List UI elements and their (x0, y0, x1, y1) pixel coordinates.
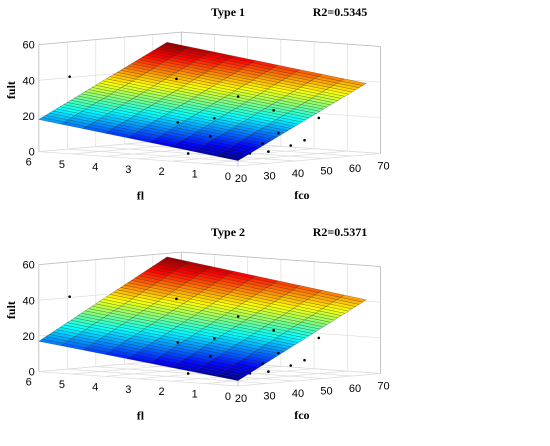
data-point (289, 364, 293, 367)
y-tick-label: 1 (192, 389, 198, 401)
data-point (303, 138, 306, 142)
z-tick-label: 0 (29, 367, 35, 379)
fitted-surface (38, 256, 367, 381)
z-axis-label: fult (4, 81, 18, 99)
data-point (175, 77, 178, 81)
data-point (248, 152, 252, 155)
r2-annotation: R2=0.5345 (313, 5, 368, 19)
r2-annotation: R2=0.5371 (313, 225, 368, 239)
y-tick-label: 3 (125, 384, 131, 396)
y-tick-label: 4 (92, 161, 98, 173)
panel-type-1: Type 1 R2=0.5345 20 30 40 50 60 7001234560204… (4, 5, 390, 203)
data-point (175, 297, 178, 301)
y-tick-label: 5 (59, 159, 65, 171)
z-tick-label: 40 (23, 75, 35, 87)
y-tick-label: 3 (125, 164, 131, 176)
x-axis-label: fco (294, 188, 309, 202)
y-axis-label: fl (137, 409, 145, 423)
data-point (186, 372, 190, 375)
chart-title: Type 1 (211, 5, 245, 19)
x-tick-label: 50 (320, 166, 332, 178)
data-point (236, 315, 240, 318)
surface-patch (340, 294, 367, 303)
fitted-surface (38, 42, 367, 161)
data-point (176, 341, 180, 344)
data-point (213, 336, 216, 340)
y-tick-label: 0 (225, 391, 231, 403)
x-tick-label: 60 (349, 163, 361, 175)
data-point (68, 75, 71, 78)
y-tick-label: 2 (158, 166, 164, 178)
data-points (68, 75, 321, 155)
data-point (317, 336, 321, 340)
x-tick-label: 70 (377, 381, 389, 393)
data-point (213, 116, 216, 120)
z-tick-label: 0 (29, 147, 35, 159)
x-tick-label: 40 (292, 168, 304, 180)
surface-patch (340, 78, 367, 86)
data-point (209, 135, 212, 138)
x-axis-label: fco (294, 408, 309, 422)
data-point (68, 295, 71, 298)
x-tick-label: 30 (263, 171, 275, 183)
data-point (277, 351, 280, 355)
data-point (236, 95, 240, 98)
x-tick-label: 20 (235, 393, 247, 405)
x-tick-label: 50 (320, 386, 332, 398)
data-point (248, 372, 252, 375)
data-point (267, 370, 270, 373)
y-tick-label: 0 (225, 171, 231, 183)
z-tick-label: 60 (23, 260, 35, 272)
x-tick-label: 30 (263, 391, 275, 403)
data-point (317, 116, 321, 120)
data-point (261, 142, 265, 145)
z-axis-label: fult (4, 301, 18, 319)
data-point (209, 355, 212, 358)
data-point (289, 144, 293, 147)
data-point (272, 109, 276, 112)
data-point (272, 329, 276, 332)
z-tick-label: 20 (23, 111, 35, 123)
z-tick-label: 40 (23, 295, 35, 307)
x-tick-label: 60 (349, 383, 361, 395)
data-points (68, 295, 321, 375)
x-tick-label: 20 (235, 173, 247, 185)
y-tick-label: 2 (158, 386, 164, 398)
panel-type-2: Type 2 R2=0.5371 20 30 40 50 60 7001234560204… (4, 225, 390, 423)
data-point (261, 362, 265, 365)
y-tick-label: 6 (26, 157, 32, 169)
x-tick-label: 70 (377, 161, 389, 173)
y-tick-label: 6 (26, 377, 32, 389)
y-tick-label: 4 (92, 381, 98, 393)
y-tick-label: 5 (59, 379, 65, 391)
y-axis-label: fl (137, 189, 145, 203)
data-point (267, 150, 270, 153)
data-point (277, 131, 280, 135)
data-point (303, 358, 306, 362)
data-point (176, 121, 180, 124)
z-tick-label: 20 (23, 331, 35, 343)
y-tick-label: 1 (192, 169, 198, 181)
z-tick-label: 60 (23, 40, 35, 52)
chart-title: Type 2 (211, 225, 245, 239)
x-tick-label: 40 (292, 388, 304, 400)
data-point (186, 152, 190, 155)
